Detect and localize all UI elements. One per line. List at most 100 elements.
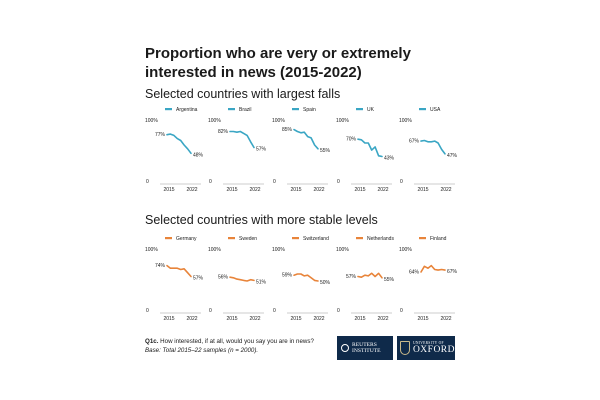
ytick-0-switzerland: 0 bbox=[273, 308, 276, 314]
xtick-start-usa: 2015 bbox=[417, 187, 428, 193]
end-label-brazil: 57% bbox=[256, 147, 267, 153]
start-label-usa: 67% bbox=[409, 139, 420, 145]
legend-swatch-netherlands bbox=[356, 237, 363, 240]
legend-label-switzerland: Switzerland bbox=[303, 236, 329, 242]
xtick-end-uk: 2022 bbox=[377, 187, 388, 193]
series-line-finland bbox=[420, 264, 446, 273]
series-line-uk bbox=[357, 138, 383, 158]
legend-label-sweden: Sweden bbox=[239, 236, 257, 242]
xtick-end-netherlands: 2022 bbox=[377, 316, 388, 322]
footnote: Q1c. How interested, if at all, would yo… bbox=[145, 338, 315, 355]
oxford-logo: UNIVERSITY OF OXFORD bbox=[397, 336, 455, 360]
section-title-largest-falls: Selected countries with largest falls bbox=[145, 87, 341, 101]
start-label-spain: 85% bbox=[282, 127, 293, 133]
ytick-100-switzerland: 100% bbox=[272, 247, 285, 253]
legend-swatch-spain bbox=[292, 108, 299, 111]
xtick-start-finland: 2015 bbox=[417, 316, 428, 322]
ytick-100-germany: 100% bbox=[145, 247, 158, 253]
end-label-usa: 47% bbox=[447, 153, 458, 159]
end-label-sweden: 51% bbox=[256, 279, 267, 285]
ytick-100-spain: 100% bbox=[272, 118, 285, 124]
legend-swatch-argentina bbox=[165, 108, 172, 111]
ytick-100-netherlands: 100% bbox=[336, 247, 349, 253]
legend-label-finland: Finland bbox=[430, 236, 447, 242]
xtick-end-finland: 2022 bbox=[440, 316, 451, 322]
legend-swatch-sweden bbox=[228, 237, 235, 240]
legend-label-argentina: Argentina bbox=[176, 107, 198, 113]
reuters-institute-logo: REUTERS INSTITUTE bbox=[337, 336, 393, 360]
legend-swatch-usa bbox=[419, 108, 426, 111]
xtick-end-germany: 2022 bbox=[186, 316, 197, 322]
chart-title: Proportion who are very or extremely int… bbox=[145, 45, 411, 81]
xtick-start-germany: 2015 bbox=[163, 316, 174, 322]
legend-label-germany: Germany bbox=[176, 236, 197, 242]
legend-swatch-switzerland bbox=[292, 237, 299, 240]
series-line-sweden bbox=[229, 276, 255, 282]
footnote-base: Base: Total 2015–22 samples (n = 2000). bbox=[145, 346, 259, 354]
ytick-100-usa: 100% bbox=[399, 118, 412, 124]
reuters-logo-line1: REUTERS bbox=[352, 341, 377, 348]
footnote-question-id: Q1c. bbox=[145, 338, 159, 345]
xtick-start-sweden: 2015 bbox=[226, 316, 237, 322]
series-line-netherlands bbox=[357, 272, 383, 279]
end-label-uk: 43% bbox=[384, 155, 395, 161]
start-label-finland: 64% bbox=[409, 270, 420, 276]
ytick-0-argentina: 0 bbox=[146, 179, 149, 185]
xtick-start-uk: 2015 bbox=[354, 187, 365, 193]
oxford-logo-small: UNIVERSITY OF bbox=[412, 341, 444, 345]
legend-swatch-uk bbox=[356, 108, 363, 111]
series-line-germany bbox=[166, 264, 192, 278]
xtick-end-spain: 2022 bbox=[313, 187, 324, 193]
legend-label-netherlands: Netherlands bbox=[367, 236, 394, 242]
xtick-end-sweden: 2022 bbox=[249, 316, 260, 322]
legend-label-usa: USA bbox=[430, 107, 441, 113]
legend-swatch-finland bbox=[419, 237, 426, 240]
legend-swatch-germany bbox=[165, 237, 172, 240]
footnote-question: How interested, if at all, would you say… bbox=[160, 338, 314, 345]
xtick-start-spain: 2015 bbox=[290, 187, 301, 193]
start-label-switzerland: 59% bbox=[282, 273, 293, 279]
ytick-0-finland: 0 bbox=[400, 308, 403, 314]
end-label-spain: 55% bbox=[320, 148, 331, 154]
ytick-0-uk: 0 bbox=[337, 179, 340, 185]
series-line-brazil bbox=[229, 130, 255, 149]
ytick-100-brazil: 100% bbox=[208, 118, 221, 124]
start-label-brazil: 82% bbox=[218, 129, 229, 135]
xtick-start-argentina: 2015 bbox=[163, 187, 174, 193]
xtick-start-brazil: 2015 bbox=[226, 187, 237, 193]
start-label-sweden: 56% bbox=[218, 275, 229, 281]
ytick-0-germany: 0 bbox=[146, 308, 149, 314]
ytick-100-finland: 100% bbox=[399, 247, 412, 253]
section-title-stable-levels: Selected countries with more stable leve… bbox=[145, 213, 378, 227]
ytick-0-sweden: 0 bbox=[209, 308, 212, 314]
legend-swatch-brazil bbox=[228, 108, 235, 111]
end-label-germany: 57% bbox=[193, 276, 204, 282]
end-label-finland: 67% bbox=[447, 269, 458, 275]
start-label-netherlands: 57% bbox=[346, 274, 357, 280]
xtick-end-switzerland: 2022 bbox=[313, 316, 324, 322]
xtick-end-brazil: 2022 bbox=[249, 187, 260, 193]
start-label-argentina: 77% bbox=[155, 132, 166, 138]
ytick-100-uk: 100% bbox=[336, 118, 349, 124]
start-label-uk: 70% bbox=[346, 137, 357, 143]
xtick-start-switzerland: 2015 bbox=[290, 316, 301, 322]
ytick-0-brazil: 0 bbox=[209, 179, 212, 185]
start-label-germany: 74% bbox=[155, 263, 166, 269]
ytick-0-spain: 0 bbox=[273, 179, 276, 185]
xtick-start-netherlands: 2015 bbox=[354, 316, 365, 322]
reuters-mark-icon bbox=[341, 344, 349, 352]
end-label-argentina: 48% bbox=[193, 152, 204, 158]
series-line-switzerland bbox=[293, 273, 319, 282]
oxford-logo-big: OXFORD bbox=[412, 345, 455, 355]
ytick-100-argentina: 100% bbox=[145, 118, 158, 124]
end-label-netherlands: 55% bbox=[384, 277, 395, 283]
reuters-logo-line2: INSTITUTE bbox=[352, 348, 381, 354]
series-line-usa bbox=[420, 139, 446, 155]
legend-label-spain: Spain bbox=[303, 107, 316, 113]
end-label-switzerland: 50% bbox=[320, 280, 331, 286]
ytick-100-sweden: 100% bbox=[208, 247, 221, 253]
legend-label-uk: UK bbox=[367, 107, 375, 113]
series-line-spain bbox=[293, 128, 319, 150]
xtick-end-usa: 2022 bbox=[440, 187, 451, 193]
